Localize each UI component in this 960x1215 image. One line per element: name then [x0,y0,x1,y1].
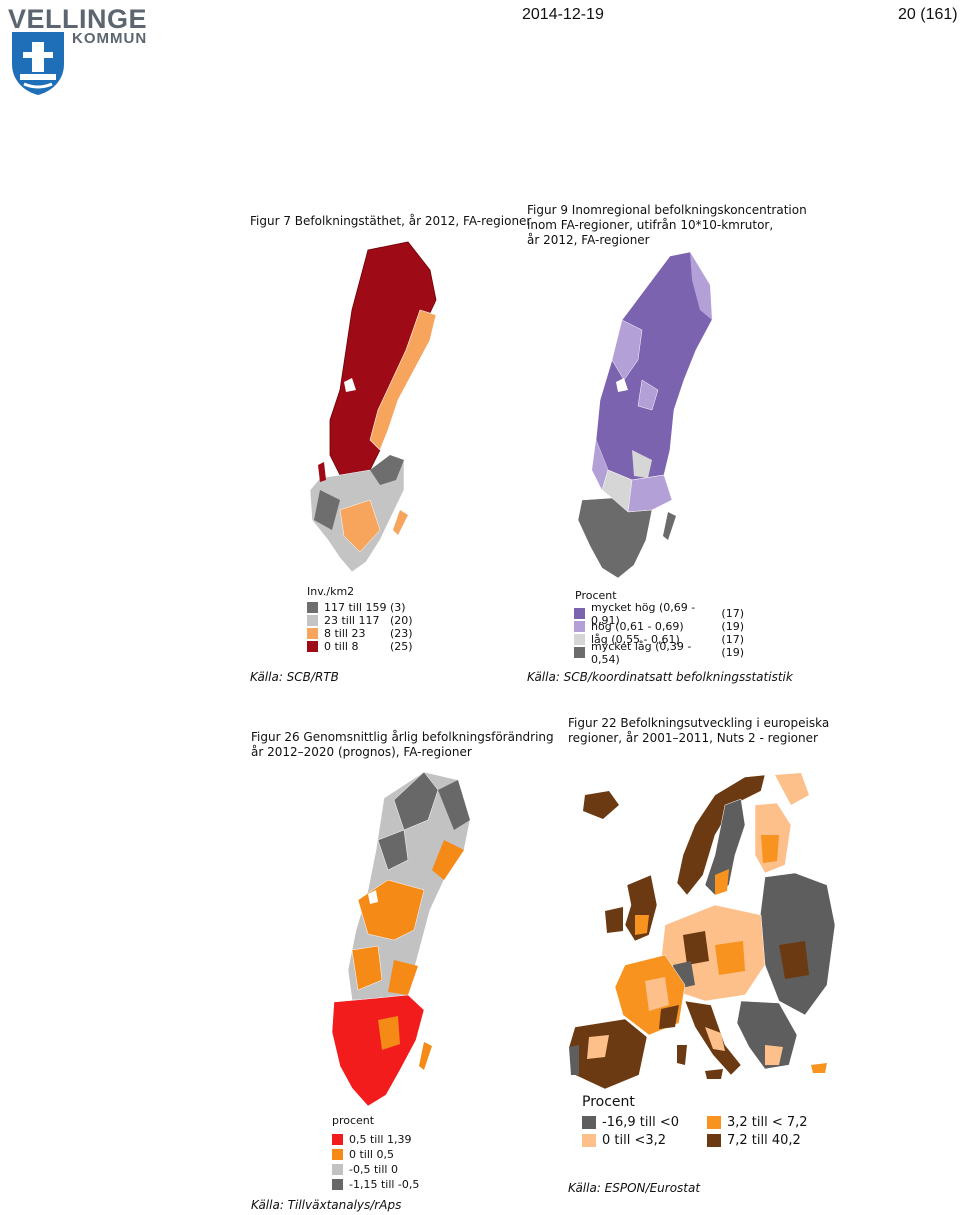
figure-9-source: Källa: SCB/koordinatsatt befolkningsstat… [527,670,793,684]
figure-26-title: Figur 26 Genomsnittlig årlig befolknings… [251,730,554,759]
legend-item: -16,9 till <0 [582,1115,707,1130]
legend-item: 3,2 till < 7,2 [707,1115,832,1130]
sweden-concentration-map [577,251,713,579]
legend-item: 0 till <3,2 [582,1133,707,1148]
figure-7-source: Källa: SCB/RTB [250,670,339,684]
figure-26-legend-title: procent [332,1114,375,1127]
figure-9-legend-title: Procent [575,589,617,602]
figure-9-legend: mycket hög (0,69 - 0,91) (17) hög (0,61 -… [574,601,744,666]
legend-item: 0 till 0,5 [332,1147,442,1162]
legend-item: hög (0,61 - 0,69) (19) [574,620,744,633]
logo-subtitle: KOMMUN [72,30,148,47]
legend-item: mycket hög (0,69 - 0,91) (17) [574,601,744,627]
sweden-density-map [309,241,437,573]
figure-26-legend: 0,5 till 1,39 0 till 0,5 -0,5 till 0 -1,… [332,1132,442,1192]
figure-7-legend-title: Inv./km2 [307,585,355,598]
legend-item: mycket låg (0,39 - 0,54) (19) [574,640,744,666]
coat-of-arms-icon [12,32,64,95]
legend-item: -0,5 till 0 [332,1162,442,1177]
legend-item: 7,2 till 40,2 [707,1133,832,1148]
figure-26-source: Källa: Tillväxtanalys/rAps [251,1198,402,1212]
legend-item: -1,15 till -0,5 [332,1177,442,1192]
figure-22-legend: -16,9 till <0 3,2 till < 7,2 0 till <3,2… [582,1115,832,1148]
legend-item: låg (0,55 - 0,61) (17) [574,633,744,646]
logo-wordmark: VELLINGE [8,4,148,34]
legend-item: 0 till 8 (25) [307,640,417,653]
sweden-forecast-map [331,771,471,1107]
figure-7-legend: 117 till 159 (3) 23 till 117 (20) 8 till 2… [307,601,417,653]
figure-22-title: Figur 22 Befolkningsutveckling i europei… [568,716,830,745]
legend-item: 23 till 117 (20) [307,614,417,627]
legend-item: 0,5 till 1,39 [332,1132,442,1147]
legend-item: 8 till 23 (23) [307,627,417,640]
figure-22-legend-title: Procent [582,1094,635,1110]
figure-7-title: Figur 7 Befolkningstäthet, år 2012, FA-r… [250,214,532,228]
page-number: 20 (161) [898,6,958,23]
logo: VELLINGE KOMMUN [8,4,168,100]
figure-22-source: Källa: ESPON/Eurostat [568,1181,701,1195]
figure-9-title: Figur 9 Inomregional befolkningskoncentr… [527,203,807,247]
document-date: 2014-12-19 [522,6,604,23]
europe-population-map [565,765,840,1095]
legend-item: 117 till 159 (3) [307,601,417,614]
